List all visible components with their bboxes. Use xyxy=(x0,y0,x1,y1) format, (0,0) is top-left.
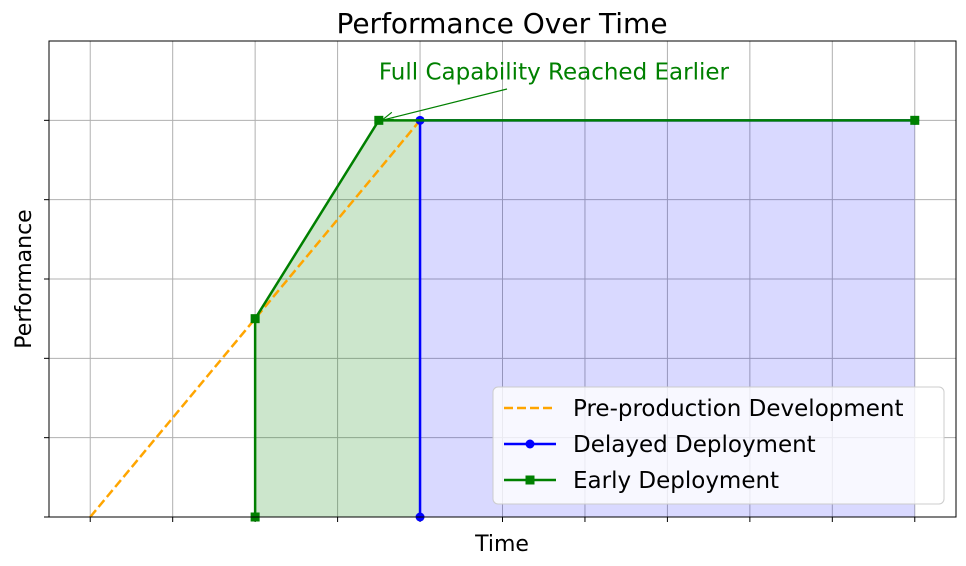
chart-title: Performance Over Time xyxy=(336,7,667,40)
annotation-text: Full Capability Reached Earlier xyxy=(379,60,730,86)
legend-marker xyxy=(525,439,535,449)
early-deployment-marker xyxy=(374,115,384,125)
early-deployment-marker xyxy=(250,314,260,324)
pre-production-line xyxy=(89,119,422,518)
legend: Pre-production Development Delayed Deploy… xyxy=(492,386,945,505)
legend-box xyxy=(492,386,945,505)
legend-label: Early Deployment xyxy=(573,468,779,494)
legend-marker xyxy=(525,475,535,485)
y-axis-label: Performance xyxy=(12,209,37,348)
annotation-arrowhead xyxy=(379,111,394,122)
x-axis-label: Time xyxy=(474,532,529,557)
legend-label: Pre-production Development xyxy=(573,396,904,422)
plot-frame xyxy=(48,40,957,518)
early-deployment-fill xyxy=(255,120,421,517)
legend-label: Delayed Deployment xyxy=(573,432,816,458)
annotation-arrow xyxy=(381,88,508,121)
early-deployment-marker xyxy=(910,115,920,125)
early-deployment-line xyxy=(253,119,915,517)
